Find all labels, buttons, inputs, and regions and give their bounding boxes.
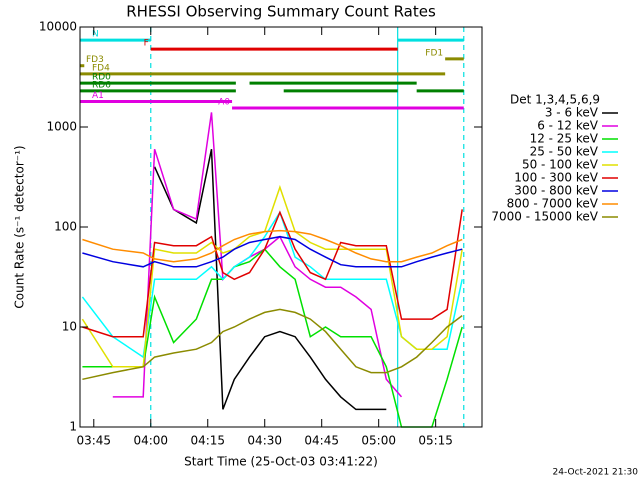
legend-label: 3 - 6 keV [545, 106, 599, 120]
y-tick-label: 1000 [46, 120, 77, 134]
flag-label: RD6 [92, 80, 111, 90]
x-tick-label: 04:30 [247, 434, 282, 448]
x-tick-label: 04:00 [133, 434, 168, 448]
footer: 24-Oct-2021 21:30 [553, 468, 639, 478]
x-tick-label: 04:15 [190, 434, 225, 448]
legend-label: 12 - 25 keV [530, 132, 599, 146]
series-line [82, 308, 463, 381]
y-tick-label: 10 [62, 320, 77, 334]
x-tick-label: 04:45 [304, 434, 339, 448]
x-tick-label: 05:00 [361, 434, 396, 448]
chart-title: RHESSI Observing Summary Count Rates [126, 3, 436, 21]
legend-label: 25 - 50 keV [530, 145, 599, 159]
series-line [153, 149, 387, 411]
series-line [82, 235, 463, 268]
legend-label: 100 - 300 keV [514, 171, 598, 185]
legend-label: 300 - 800 keV [514, 184, 598, 198]
flag-label: A0 [218, 97, 230, 107]
flag-label: F [144, 39, 149, 49]
flag-label: FD4 [92, 63, 110, 73]
y-axis-label: Count Rate (s⁻¹ detector⁻¹) [13, 145, 27, 308]
series-line [82, 229, 463, 263]
y-tick-label: 10000 [39, 20, 77, 34]
legend-label: 50 - 100 keV [522, 158, 599, 172]
y-tick-label: 100 [54, 220, 77, 234]
x-tick-label: 05:15 [418, 434, 453, 448]
flag-label: A1 [92, 91, 104, 101]
y-tick-label: 1 [69, 420, 77, 434]
legend-label: 7000 - 15000 keV [491, 210, 598, 224]
x-tick-label: 03:45 [76, 434, 111, 448]
legend-title: Det 1,3,4,5,6,9 [510, 93, 600, 107]
flag-label: N [92, 30, 99, 40]
flag-label: FD1 [425, 48, 443, 58]
x-axis-label: Start Time (25-Oct-03 03:41:22) [184, 455, 378, 469]
legend-label: 800 - 7000 keV [507, 197, 599, 211]
legend-label: 6 - 12 keV [537, 119, 599, 133]
series-line [81, 184, 463, 368]
flag-label: FD3 [86, 55, 104, 65]
flag-label: RD0 [92, 73, 111, 83]
